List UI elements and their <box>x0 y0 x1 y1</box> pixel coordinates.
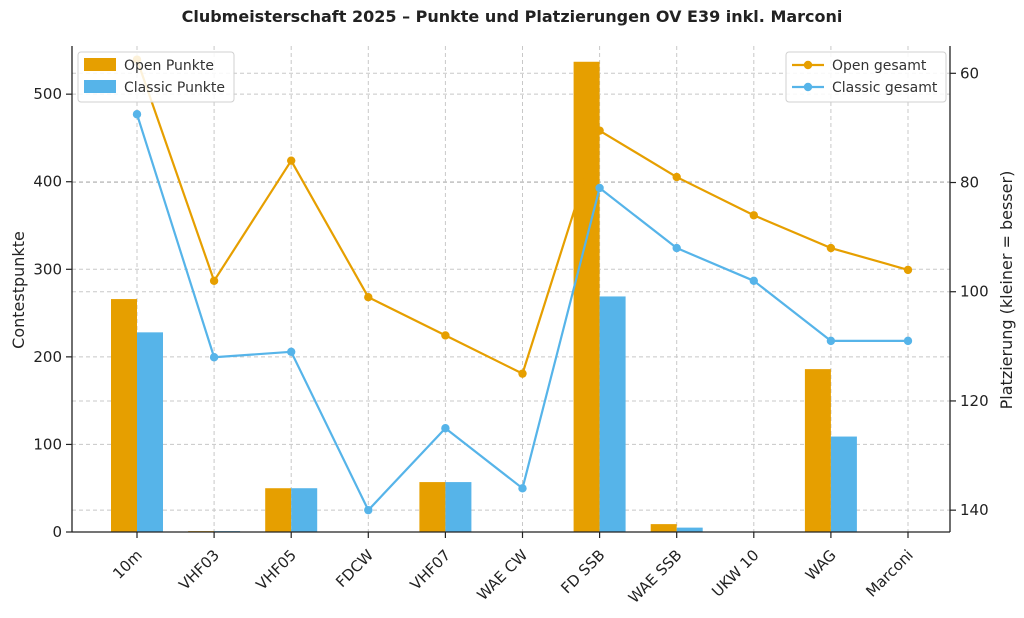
x-tick-label: 10m <box>109 546 146 583</box>
y2-tick-label: 100 <box>960 283 989 301</box>
legend-right-frame <box>785 51 947 103</box>
x-tick-label: WAE CW <box>473 546 531 604</box>
point-classic-9 <box>826 336 836 346</box>
y2-tick-label: 120 <box>960 392 989 410</box>
legend-marker-0 <box>803 60 813 70</box>
legend-label-line-1: Classic gesamt <box>832 80 938 96</box>
legend-label-bar-1: Classic Punkte <box>124 80 225 96</box>
point-open-3 <box>364 292 373 302</box>
legend-marker-1 <box>803 82 813 92</box>
bar-classic-4 <box>445 482 472 532</box>
bar-open-4 <box>419 482 446 532</box>
y-tick-label: 100 <box>33 435 62 453</box>
legend-right: Open gesamt Classic gesamt <box>785 51 947 103</box>
point-open-2 <box>287 156 296 165</box>
point-classic-2 <box>287 347 296 356</box>
bar-open-2 <box>265 488 292 532</box>
bar-open-0 <box>111 299 137 532</box>
legend-left-frame <box>77 51 235 103</box>
chart-title: Clubmeisterschaft 2025 – Punkte und Plat… <box>182 7 843 26</box>
point-classic-6 <box>595 183 604 193</box>
y-axis-title: Contestpunkte <box>9 231 28 349</box>
point-classic-1 <box>209 353 219 362</box>
point-open-10 <box>903 265 913 275</box>
point-open-8 <box>749 211 758 220</box>
bar-classic-7 <box>676 527 703 532</box>
y2-tick-label: 80 <box>960 174 979 192</box>
point-open-1 <box>209 276 219 286</box>
x-tick-label: WAG <box>802 546 840 584</box>
x-tick-label: FDCW <box>332 546 377 591</box>
point-open-6 <box>595 126 604 135</box>
y-tick-label: 200 <box>33 348 62 366</box>
point-classic-8 <box>749 276 758 286</box>
bar-classic-9 <box>830 436 857 532</box>
point-classic-0 <box>132 110 142 119</box>
legend-left: Open Punkte Classic Punkte <box>77 51 235 103</box>
x-tick-label: VHF03 <box>175 546 223 594</box>
x-tick-label: VHF07 <box>407 546 455 594</box>
y2-axis-title: Platzierung (kleiner = besser) <box>997 171 1016 410</box>
point-open-9 <box>826 243 836 253</box>
x-tick-label: FD SSB <box>557 546 608 597</box>
point-classic-5 <box>518 484 527 493</box>
point-open-4 <box>441 331 450 340</box>
legend-swatch-0 <box>84 58 116 71</box>
y2-tick-label: 60 <box>960 64 979 82</box>
x-tick-label: UKW 10 <box>708 546 762 600</box>
y-tick-label: 0 <box>52 523 62 541</box>
y-tick-label: 500 <box>33 85 62 103</box>
point-classic-4 <box>441 424 450 433</box>
line-layer <box>132 55 913 515</box>
y-tick-label: 300 <box>33 260 62 278</box>
point-classic-10 <box>903 336 913 346</box>
point-open-5 <box>518 369 527 378</box>
x-tick-label: Marconi <box>862 546 917 601</box>
y-tick-label: 400 <box>33 173 62 191</box>
bar-classic-6 <box>599 296 626 532</box>
bar-classic-2 <box>291 488 318 532</box>
point-classic-3 <box>364 505 373 515</box>
y2-tick-label: 140 <box>960 501 989 519</box>
bar-layer <box>111 61 857 533</box>
x-tick-label: WAE SSB <box>625 546 686 607</box>
legend-swatch-1 <box>84 80 116 93</box>
bar-open-6 <box>573 61 600 533</box>
point-classic-7 <box>672 243 681 253</box>
bar-open-9 <box>804 369 831 532</box>
bar-classic-0 <box>137 332 163 532</box>
x-tick-label: VHF05 <box>252 546 300 594</box>
point-open-7 <box>672 172 681 182</box>
bar-open-7 <box>650 524 677 532</box>
legend-label-bar-0: Open Punkte <box>124 58 214 74</box>
legend-label-line-0: Open gesamt <box>832 58 927 74</box>
